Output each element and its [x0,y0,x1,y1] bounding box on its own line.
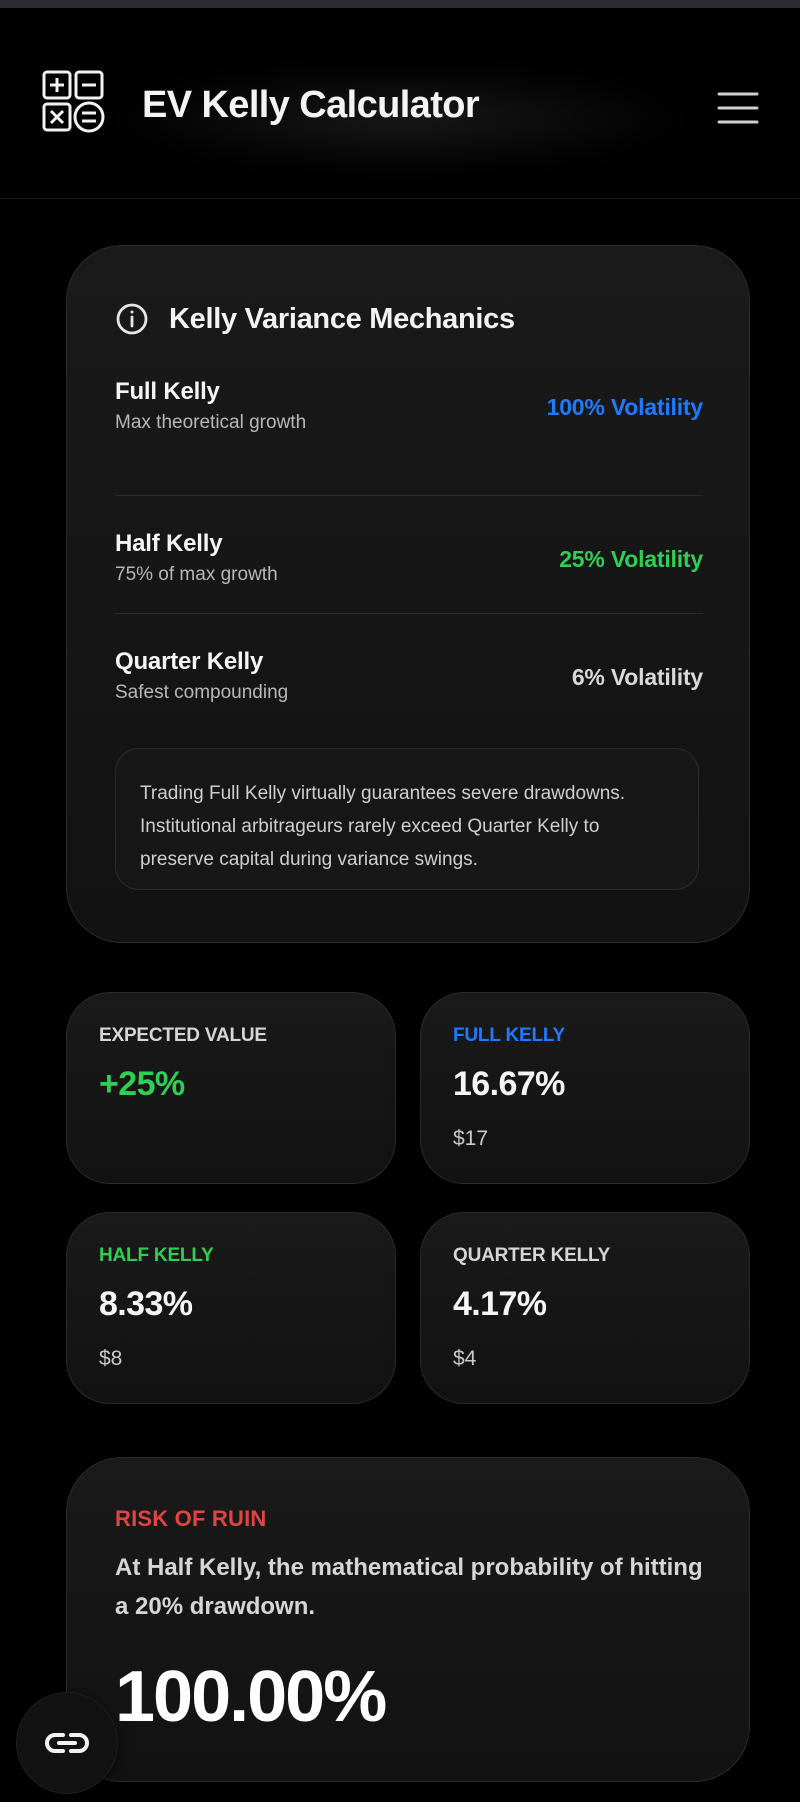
kelly-row-description: Safest compounding [115,682,289,703]
stat-label: HALF KELLY [99,1245,214,1266]
stat-value: 8.33% [99,1285,193,1323]
window-top-strip [0,0,800,8]
mechanics-note: Trading Full Kelly virtually guarantees … [115,748,699,890]
kelly-row-volatility: 100% Volatility [546,394,704,420]
kelly-row-half: Half Kelly 75% of max growth 25% Volatil… [115,495,703,613]
kelly-row-name: Full Kelly [115,378,220,405]
kelly-row-name: Quarter Kelly [115,648,264,675]
stat-value: +25% [99,1065,185,1103]
stat-amount: $4 [453,1347,477,1370]
kelly-row-volatility: 25% Volatility [559,546,703,572]
stat-amount: $8 [99,1347,123,1370]
stat-value: 4.17% [453,1285,547,1323]
kelly-row-volatility: 6% Volatility [571,664,703,690]
kelly-row-quarter: Quarter Kelly Safest compounding 6% Vola… [115,613,703,731]
quarter-kelly-card: QUARTER KELLY 4.17% $4 [420,1212,750,1404]
kelly-row-name: Half Kelly [115,530,223,557]
risk-of-ruin-description: At Half Kelly, the mathematical probabil… [115,1554,703,1620]
calculator-icon [42,70,106,134]
risk-of-ruin-label: RISK OF RUIN [115,1506,267,1531]
link-icon [41,1728,93,1758]
hamburger-menu-icon[interactable] [716,88,760,128]
mechanics-header: Kelly Variance Mechanics [115,302,515,336]
app-header: EV Kelly Calculator [0,8,800,199]
header-glow [120,68,680,168]
kelly-row-full: Full Kelly Max theoretical growth 100% V… [115,378,703,495]
expected-value-card: EXPECTED VALUE +25% [66,992,396,1184]
risk-of-ruin-card: RISK OF RUIN At Half Kelly, the mathemat… [66,1457,750,1782]
mechanics-title: Kelly Variance Mechanics [169,302,515,335]
floating-link-button[interactable] [16,1692,118,1794]
stat-label: FULL KELLY [453,1025,566,1046]
kelly-variance-mechanics-card: Kelly Variance Mechanics Full Kelly Max … [66,245,750,943]
kelly-variance-list: Full Kelly Max theoretical growth 100% V… [115,378,703,731]
app-title: EV Kelly Calculator [142,84,480,126]
full-kelly-card: FULL KELLY 16.67% $17 [420,992,750,1184]
stat-value: 16.67% [453,1065,565,1103]
risk-of-ruin-value: 100.00% [115,1657,387,1737]
half-kelly-card: HALF KELLY 8.33% $8 [66,1212,396,1404]
kelly-row-description: Max theoretical growth [115,412,307,433]
stat-label: QUARTER KELLY [453,1245,611,1266]
kelly-row-description: 75% of max growth [115,564,278,585]
stat-label: EXPECTED VALUE [99,1025,267,1046]
info-icon [115,302,149,336]
stat-amount: $17 [453,1127,489,1150]
